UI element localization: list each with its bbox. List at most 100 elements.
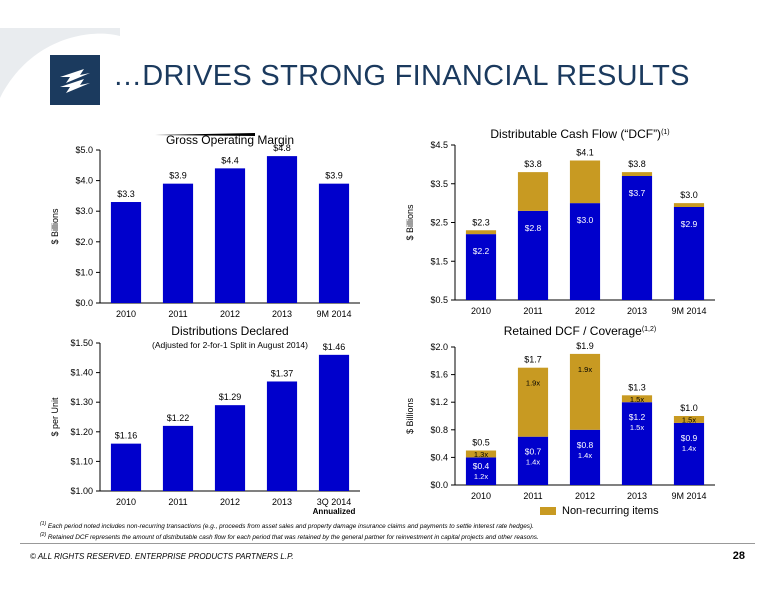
data-label: $3.9 xyxy=(169,171,187,181)
y-tick-label: $2.0 xyxy=(75,237,93,247)
bar xyxy=(318,354,350,491)
y-tick-label: $1.2 xyxy=(430,397,448,407)
bar-base xyxy=(673,207,705,300)
page-title: …DRIVES STRONG FINANCIAL RESULTS xyxy=(113,60,690,92)
bar-base xyxy=(465,457,497,485)
base-value-label: $2.9 xyxy=(681,219,698,229)
y-axis-label: $ Billions xyxy=(405,204,415,241)
x-tick-sublabel: Annualized xyxy=(313,507,356,516)
x-tick-label: 3Q 2014 xyxy=(317,497,352,507)
y-axis-label: $ per Unit xyxy=(50,397,60,437)
footer: © ALL RIGHTS RESERVED. ENTERPRISE PRODUC… xyxy=(20,543,755,571)
data-label: $4.4 xyxy=(221,155,239,165)
total-label: $0.5 xyxy=(472,438,490,448)
y-tick-label: $0.0 xyxy=(75,298,93,308)
base-value-label: $0.7 xyxy=(525,447,542,457)
y-tick-label: $2.0 xyxy=(430,342,448,352)
y-tick-label: $1.10 xyxy=(70,456,93,466)
base-coverage-label: 1.5x xyxy=(630,423,644,432)
data-label: $1.29 xyxy=(219,392,242,402)
y-axis-label: $ Billions xyxy=(50,208,60,245)
bar xyxy=(214,405,246,491)
base-coverage-label: 1.4x xyxy=(526,458,540,467)
total-coverage-label: 1.5x xyxy=(682,415,696,424)
y-axis-label: $ Billions xyxy=(405,397,415,434)
base-value-label: $0.4 xyxy=(473,461,490,471)
x-tick-label: 2010 xyxy=(471,491,491,501)
copyright-text: © ALL RIGHTS RESERVED. ENTERPRISE PRODUC… xyxy=(30,552,294,561)
total-label: $3.8 xyxy=(628,159,646,169)
page-number: 28 xyxy=(732,550,745,562)
data-label: $3.9 xyxy=(325,171,343,181)
chart-title: Distributions Declared xyxy=(171,324,288,338)
y-tick-label: $0.0 xyxy=(430,480,448,490)
x-tick-label: 2012 xyxy=(575,491,595,501)
total-label: $2.3 xyxy=(472,217,490,227)
y-tick-label: $5.0 xyxy=(75,145,93,155)
data-label: $1.37 xyxy=(271,368,294,378)
bar-nonrecurring xyxy=(621,395,653,403)
bar-nonrecurring xyxy=(569,353,601,430)
footnotes: (1) Each period noted includes non-recur… xyxy=(40,520,740,542)
x-tick-label: 2010 xyxy=(116,497,136,507)
chart-title-superscript: (1) xyxy=(661,129,670,136)
data-label: $3.3 xyxy=(117,189,135,199)
data-label: $1.46 xyxy=(323,342,346,352)
y-tick-label: $1.5 xyxy=(430,256,448,266)
retained-dcf-coverage-chart: Retained DCF / Coverage(1,2) $0.0 $0.4 $0.8… xyxy=(405,324,715,501)
x-tick-label: 2012 xyxy=(575,306,595,316)
x-tick-label: 2012 xyxy=(220,309,240,319)
gross-operating-margin-chart: Gross Operating Margin $0.0 $1.0 $2.0 $3.0 $4… xyxy=(50,133,360,319)
y-tick-label: $1.0 xyxy=(75,267,93,277)
bar xyxy=(266,156,298,303)
header-swoosh-decoration xyxy=(0,28,120,98)
data-label: $4.8 xyxy=(273,143,291,153)
chart-title: Distributable Cash Flow (“DCF”)(1) xyxy=(490,127,669,141)
footnote-marker: (2) xyxy=(40,532,47,539)
base-coverage-label: 1.2x xyxy=(474,472,488,481)
base-value-label: $2.2 xyxy=(473,246,490,256)
footnote-text: Retained DCF represents the amount of di… xyxy=(47,534,539,542)
y-tick-label: $1.20 xyxy=(70,427,93,437)
data-label: $1.22 xyxy=(167,413,190,423)
bar-nonrecurring xyxy=(517,172,549,211)
base-coverage-label: 1.4x xyxy=(578,451,592,460)
y-tick-label: $2.5 xyxy=(430,218,448,228)
total-coverage-label: 1.9x xyxy=(526,379,540,388)
total-label: $3.0 xyxy=(680,190,698,200)
bar-nonrecurring xyxy=(465,450,497,458)
x-tick-label: 2011 xyxy=(523,491,542,501)
x-tick-label: 2011 xyxy=(168,497,187,507)
x-tick-label: 2013 xyxy=(627,306,647,316)
footnote-marker: (1) xyxy=(40,521,47,527)
x-tick-label: 2011 xyxy=(168,309,187,319)
enterprise-logo-icon xyxy=(50,55,100,105)
bar-base xyxy=(621,176,653,300)
base-value-label: $3.7 xyxy=(629,188,646,198)
base-value-label: $3.0 xyxy=(577,215,594,225)
y-tick-label: $1.30 xyxy=(70,397,93,407)
bar xyxy=(110,202,142,303)
footnote-text: Each period noted includes non-recurring… xyxy=(47,523,534,531)
bar-base xyxy=(569,429,601,485)
base-value-label: $1.2 xyxy=(629,412,646,422)
y-tick-label: $0.8 xyxy=(430,425,448,435)
total-coverage-label: 1.9x xyxy=(578,365,592,374)
x-tick-label: 2013 xyxy=(272,309,292,319)
y-tick-label: $1.00 xyxy=(70,486,93,496)
y-tick-label: $3.5 xyxy=(430,179,448,189)
y-tick-label: $3.0 xyxy=(75,206,93,216)
legend-label-nonrecurring: Non-recurring items xyxy=(562,505,659,517)
legend-swatch-nonrecurring xyxy=(540,507,556,515)
distributable-cash-flow-chart: Distributable Cash Flow (“DCF”)(1) $0.5 $1… xyxy=(405,127,715,316)
chart-subtitle: (Adjusted for 2-for-1 Split in August 20… xyxy=(152,340,308,350)
chart-title: Retained DCF / Coverage(1,2) xyxy=(504,324,656,338)
base-coverage-label: 1.4x xyxy=(682,444,696,453)
footnote-2: (2) Retained DCF represents the amount o… xyxy=(40,531,740,542)
x-tick-label: 2011 xyxy=(523,306,542,316)
bar-base xyxy=(517,210,549,300)
x-tick-label: 2013 xyxy=(627,491,647,501)
base-value-label: $2.8 xyxy=(525,223,542,233)
bar xyxy=(162,425,194,491)
bar-nonrecurring xyxy=(621,172,653,176)
